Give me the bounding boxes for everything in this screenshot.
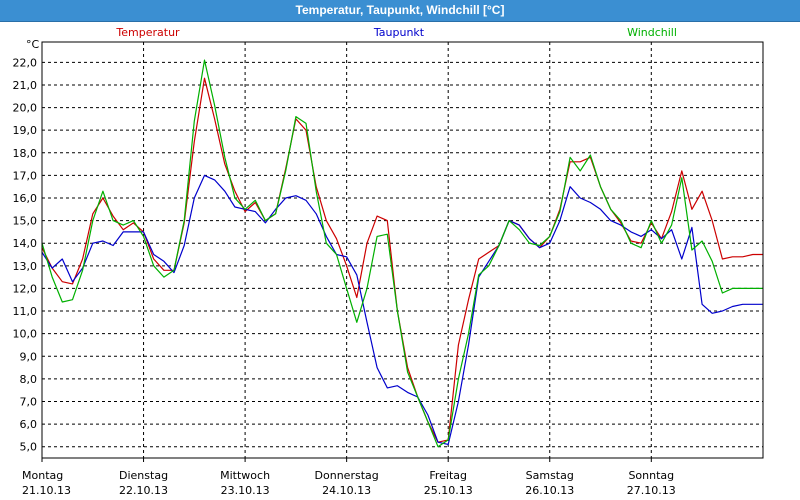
grid bbox=[42, 42, 763, 458]
x-tick-day-label: Samstag bbox=[526, 469, 574, 482]
y-tick-label: 15,0 bbox=[13, 215, 38, 228]
y-tick-label: 21,0 bbox=[13, 79, 38, 92]
y-tick-label: 8,0 bbox=[20, 373, 38, 386]
y-tick-label: 19,0 bbox=[13, 124, 38, 137]
y-tick-label: 11,0 bbox=[13, 305, 38, 318]
x-tick-day-label: Montag bbox=[22, 469, 63, 482]
series-lines bbox=[41, 59, 763, 448]
y-tick-label: 14,0 bbox=[13, 237, 38, 250]
legend-taupunkt: Taupunkt bbox=[373, 26, 425, 39]
x-tick-date-label: 21.10.13 bbox=[22, 484, 71, 497]
x-tick-day-label: Freitag bbox=[429, 469, 467, 482]
y-tick-label: 6,0 bbox=[20, 418, 38, 431]
y-tick-label: 17,0 bbox=[13, 169, 38, 182]
x-tick-day-label: Dienstag bbox=[119, 469, 168, 482]
y-tick-label: 9,0 bbox=[20, 350, 38, 363]
series-line-temperatur bbox=[41, 77, 763, 443]
y-tick-label: 16,0 bbox=[13, 192, 38, 205]
y-tick-label: 12,0 bbox=[13, 282, 38, 295]
x-tick-date-label: 22.10.13 bbox=[119, 484, 168, 497]
y-tick-label: 7,0 bbox=[20, 395, 38, 408]
x-tick-date-label: 25.10.13 bbox=[424, 484, 473, 497]
y-axis-unit-label: °C bbox=[26, 38, 40, 51]
x-tick-date-label: 23.10.13 bbox=[221, 484, 270, 497]
series-line-taupunkt bbox=[41, 174, 763, 445]
y-tick-label: 20,0 bbox=[13, 102, 38, 115]
y-tick-label: 10,0 bbox=[13, 328, 38, 341]
x-tick-day-label: Donnerstag bbox=[315, 469, 379, 482]
y-tick-label: 5,0 bbox=[20, 441, 38, 454]
y-tick-label: 13,0 bbox=[13, 260, 38, 273]
x-tick-date-label: 26.10.13 bbox=[525, 484, 574, 497]
x-tick-day-label: Mittwoch bbox=[220, 469, 270, 482]
window-title: Temperatur, Taupunkt, Windchill [°C] bbox=[0, 0, 800, 22]
series-line-windchill bbox=[41, 59, 763, 448]
y-tick-label: 18,0 bbox=[13, 147, 38, 160]
x-tick-date-label: 27.10.13 bbox=[627, 484, 676, 497]
axes: 22,0 21,0 20,0 19,0 18,0 17,0 16,0 15,0 14,0 13,0… bbox=[13, 41, 764, 497]
y-tick-label: 22,0 bbox=[13, 56, 38, 69]
x-tick-date-label: 24.10.13 bbox=[322, 484, 371, 497]
plot-frame bbox=[41, 41, 764, 459]
legend-temperatur: Temperatur bbox=[115, 26, 180, 39]
x-tick-day-label: Sonntag bbox=[628, 469, 674, 482]
legend-windchill: Windchill bbox=[627, 26, 677, 39]
